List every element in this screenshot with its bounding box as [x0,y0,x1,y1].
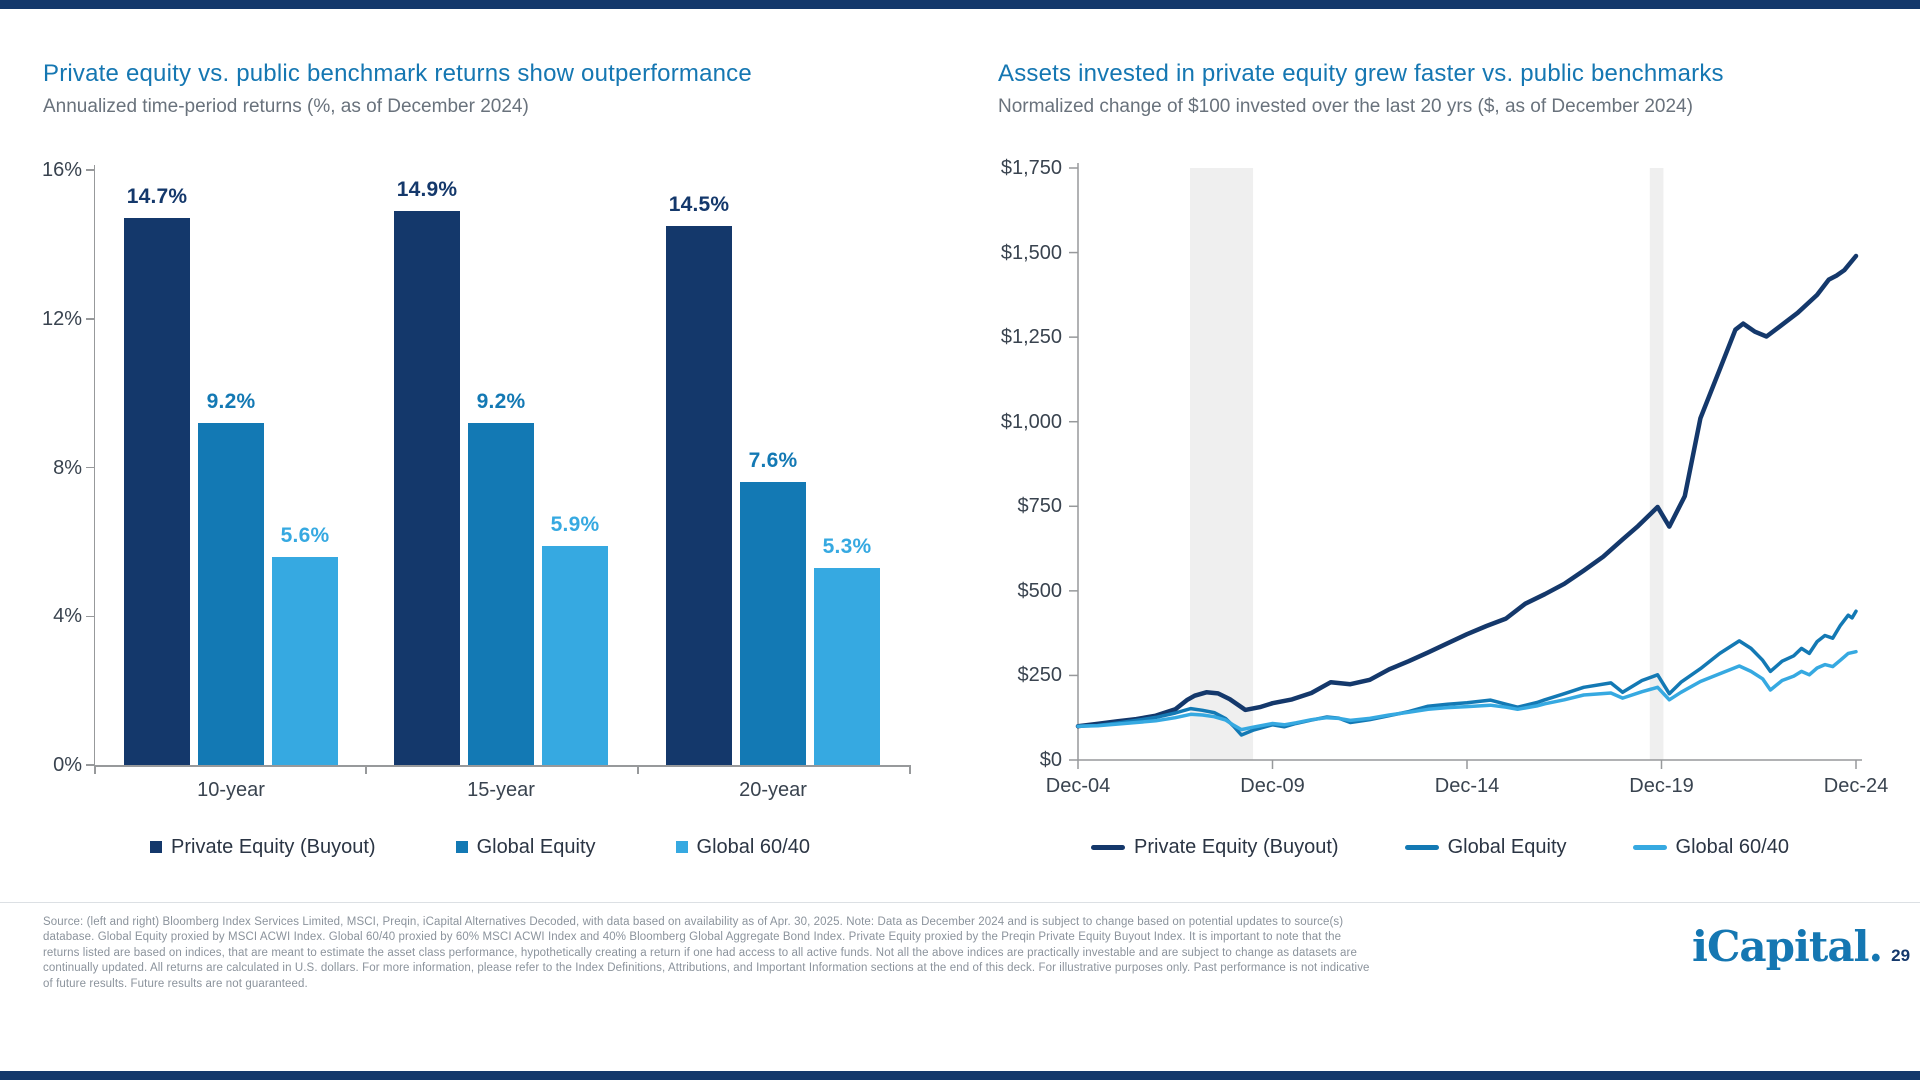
y-axis-tick-mark [86,764,95,766]
y-axis-tick-label: 4% [53,605,82,628]
y-axis-tick-mark [86,466,95,469]
line-chart-svg [1069,163,1862,769]
legend-item: Private Equity (Buyout) [150,836,376,859]
y-axis-tick-label: 12% [41,307,82,330]
x-axis-tick-label: Dec-19 [1629,775,1694,797]
recession-band [1649,168,1664,760]
bar-15-year-0 [394,210,460,765]
bar-15-year-2 [542,545,608,765]
y-axis-tick-label: $1,750 [1000,157,1062,179]
legend-label: Private Equity (Buyout) [1134,835,1339,858]
y-axis-tick-label: 0% [53,754,82,776]
legend-swatch-icon [675,841,688,853]
bar-value-label: 9.2% [206,389,256,413]
legend-label: Private Equity (Buyout) [171,835,376,858]
legend-item: Global Equity [1404,835,1567,859]
legend-swatch-icon [150,841,163,853]
legend-swatch-icon [455,841,468,853]
bar-10-year-0 [124,218,190,765]
bar-value-label: 14.9% [396,177,458,201]
legend-item: Global 60/40 [675,835,810,859]
x-axis-tick-mark [637,765,639,774]
footer-divider [0,902,1920,903]
bar-value-label: 5.3% [822,534,872,558]
y-axis-tick-label: $250 [1017,664,1063,687]
legend-label: Global 60/40 [696,835,810,858]
recession-band [1190,168,1254,760]
y-axis-tick-label: $1,250 [1000,326,1062,349]
bar-20-year-2 [814,567,880,765]
x-axis-tick-mark [909,765,911,774]
icapital-logo: iCapital. 29 [1692,922,1910,971]
logo-wordmark: iCapital. [1692,922,1883,971]
legend-item: Global 60/40 [1632,835,1789,859]
top-accent-bar [0,0,1920,9]
legend-item: Private Equity (Buyout) [1091,836,1339,859]
x-axis-tick-label: Dec-04 [1045,775,1111,797]
x-axis-tick-label: Dec-14 [1434,775,1500,797]
bar-value-label: 9.2% [476,389,526,413]
y-axis-tick-label: $1,000 [1000,410,1062,433]
line-chart-title: Assets invested in private equity grew f… [998,60,1724,87]
legend-label: Global Equity [476,835,596,858]
line-chart-legend: Private Equity (Buyout) Global Equity Glob… [1000,832,1880,862]
x-category-label: 10-year [197,779,265,801]
bar-20-year-0 [666,225,732,765]
series-line-3 [1076,649,1858,732]
y-axis-tick-mark [86,169,95,171]
x-axis-tick-mark [365,765,367,774]
bar-chart-legend: Private Equity (Buyout) Global Equity Glob… [40,832,920,862]
y-axis-tick-mark [86,615,95,617]
bar-15-year-1 [468,422,534,765]
legend-swatch-icon [1404,844,1439,850]
y-axis-tick-label: $0 [1039,749,1062,771]
bar-value-label: 14.5% [668,192,730,216]
legend-swatch-icon [1091,844,1126,850]
bottom-accent-bar [0,1071,1920,1080]
x-axis-tick-mark [94,765,96,774]
legend-item: Global Equity [455,835,596,859]
page-number: 29 [1891,946,1911,965]
legend-label: Global 60/40 [1675,835,1789,858]
bar-10-year-2 [272,556,338,765]
bar-value-label: 5.6% [280,523,330,547]
x-category-label: 15-year [467,779,535,801]
y-axis-line [93,165,95,770]
y-axis-tick-label: 16% [41,159,82,181]
bar-10-year-1 [198,422,264,765]
bar-20-year-1 [740,482,806,765]
series-line-1 [1075,253,1859,729]
y-axis-tick-label: $500 [1017,579,1063,602]
legend-swatch-icon [1632,844,1667,850]
bar-chart-subtitle: Annualized time-period returns (%, as of… [43,96,529,117]
bar-value-label: 7.6% [748,449,798,473]
legend-label: Global Equity [1447,835,1567,858]
line-chart-subtitle: Normalized change of $100 invested over … [998,96,1693,117]
y-axis-tick-mark [86,318,95,320]
bar-value-label: 5.9% [550,512,600,536]
y-axis-tick-label: 8% [53,456,82,479]
source-footnote: Source: (left and right) Bloomberg Index… [43,916,1370,990]
y-axis-tick-label: $1,500 [1000,241,1062,264]
bar-value-label: 14.7% [126,185,188,209]
x-axis-line [95,765,910,767]
bar-chart-title: Private equity vs. public benchmark retu… [43,60,752,87]
y-axis-tick-label: $750 [1017,495,1063,518]
x-category-label: 20-year [739,779,807,801]
x-axis-tick-label: Dec-09 [1240,775,1305,797]
x-axis-tick-label: Dec-24 [1823,775,1889,797]
